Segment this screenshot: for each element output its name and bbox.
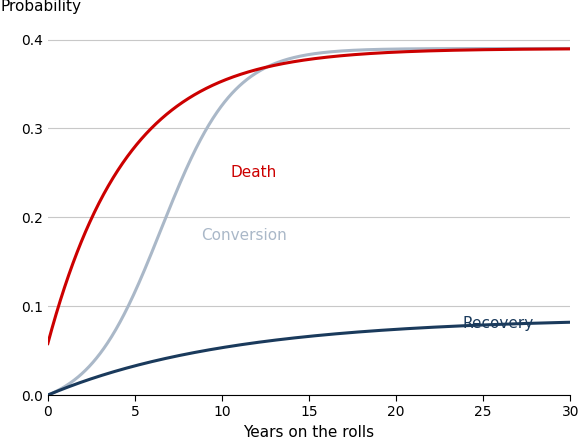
Text: Conversion: Conversion <box>201 228 287 243</box>
Y-axis label: Probability: Probability <box>1 0 82 14</box>
Text: Recovery: Recovery <box>462 316 534 331</box>
Text: Death: Death <box>231 165 277 180</box>
X-axis label: Years on the rolls: Years on the rolls <box>244 425 374 440</box>
